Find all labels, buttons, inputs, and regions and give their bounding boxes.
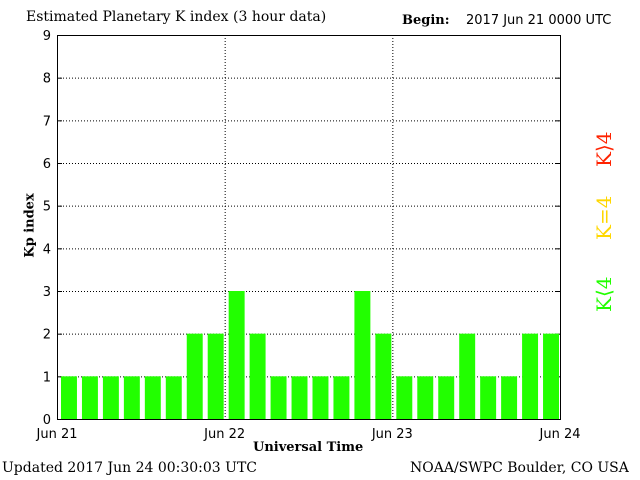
kp-bar bbox=[333, 376, 350, 419]
y-tick-label: 0 bbox=[43, 413, 51, 428]
kp-bar bbox=[102, 376, 119, 419]
y-tick-label: 2 bbox=[43, 328, 51, 343]
chart-title: Estimated Planetary K index (3 hour data… bbox=[26, 9, 327, 25]
y-tick-label: 9 bbox=[43, 29, 51, 44]
kp-bar bbox=[61, 376, 77, 419]
kp-bar bbox=[459, 333, 476, 419]
kp-bar bbox=[186, 333, 203, 419]
kp-bar bbox=[123, 376, 140, 419]
y-tick-label: 3 bbox=[43, 285, 51, 300]
y-tick-label: 7 bbox=[43, 114, 51, 129]
kp-bar bbox=[501, 376, 518, 419]
x-tick-label: Jun 22 bbox=[203, 427, 245, 442]
kp-bar bbox=[480, 376, 497, 419]
y-tick-label: 6 bbox=[43, 157, 51, 172]
x-tick-label: Jun 21 bbox=[36, 427, 78, 442]
kp-bar bbox=[165, 376, 182, 419]
x-axis-label: Universal Time bbox=[253, 440, 364, 455]
y-tick-label: 8 bbox=[43, 72, 51, 87]
kp-bar bbox=[249, 333, 266, 419]
kp-bar bbox=[396, 376, 413, 419]
y-tick-label: 1 bbox=[43, 370, 51, 385]
kp-bar bbox=[207, 333, 224, 419]
kp-bar bbox=[81, 376, 98, 419]
x-tick-label: Jun 23 bbox=[371, 427, 413, 442]
kp-bar bbox=[543, 333, 559, 419]
kp-bar bbox=[354, 291, 371, 419]
kp-bar bbox=[522, 333, 539, 419]
kp-bar bbox=[375, 333, 392, 419]
y-tick-label: 5 bbox=[43, 200, 51, 215]
kp-bar bbox=[144, 376, 161, 419]
x-tick-label: Jun 24 bbox=[539, 427, 581, 442]
begin-value: 2017 Jun 21 0000 UTC bbox=[466, 13, 612, 28]
kp-bar bbox=[228, 291, 245, 419]
begin-label: Begin: bbox=[402, 13, 450, 28]
kp-bar bbox=[417, 376, 434, 419]
source-credit: NOAA/SWPC Boulder, CO USA bbox=[410, 460, 629, 476]
updated-timestamp: Updated 2017 Jun 24 00:30:03 UTC bbox=[2, 460, 258, 476]
kp-bar bbox=[312, 376, 329, 419]
kp-bar bbox=[438, 376, 455, 419]
kp-bar bbox=[291, 376, 308, 419]
kp-bar bbox=[270, 376, 287, 419]
plot-frame bbox=[57, 35, 561, 420]
y-tick-label: 4 bbox=[43, 242, 51, 257]
